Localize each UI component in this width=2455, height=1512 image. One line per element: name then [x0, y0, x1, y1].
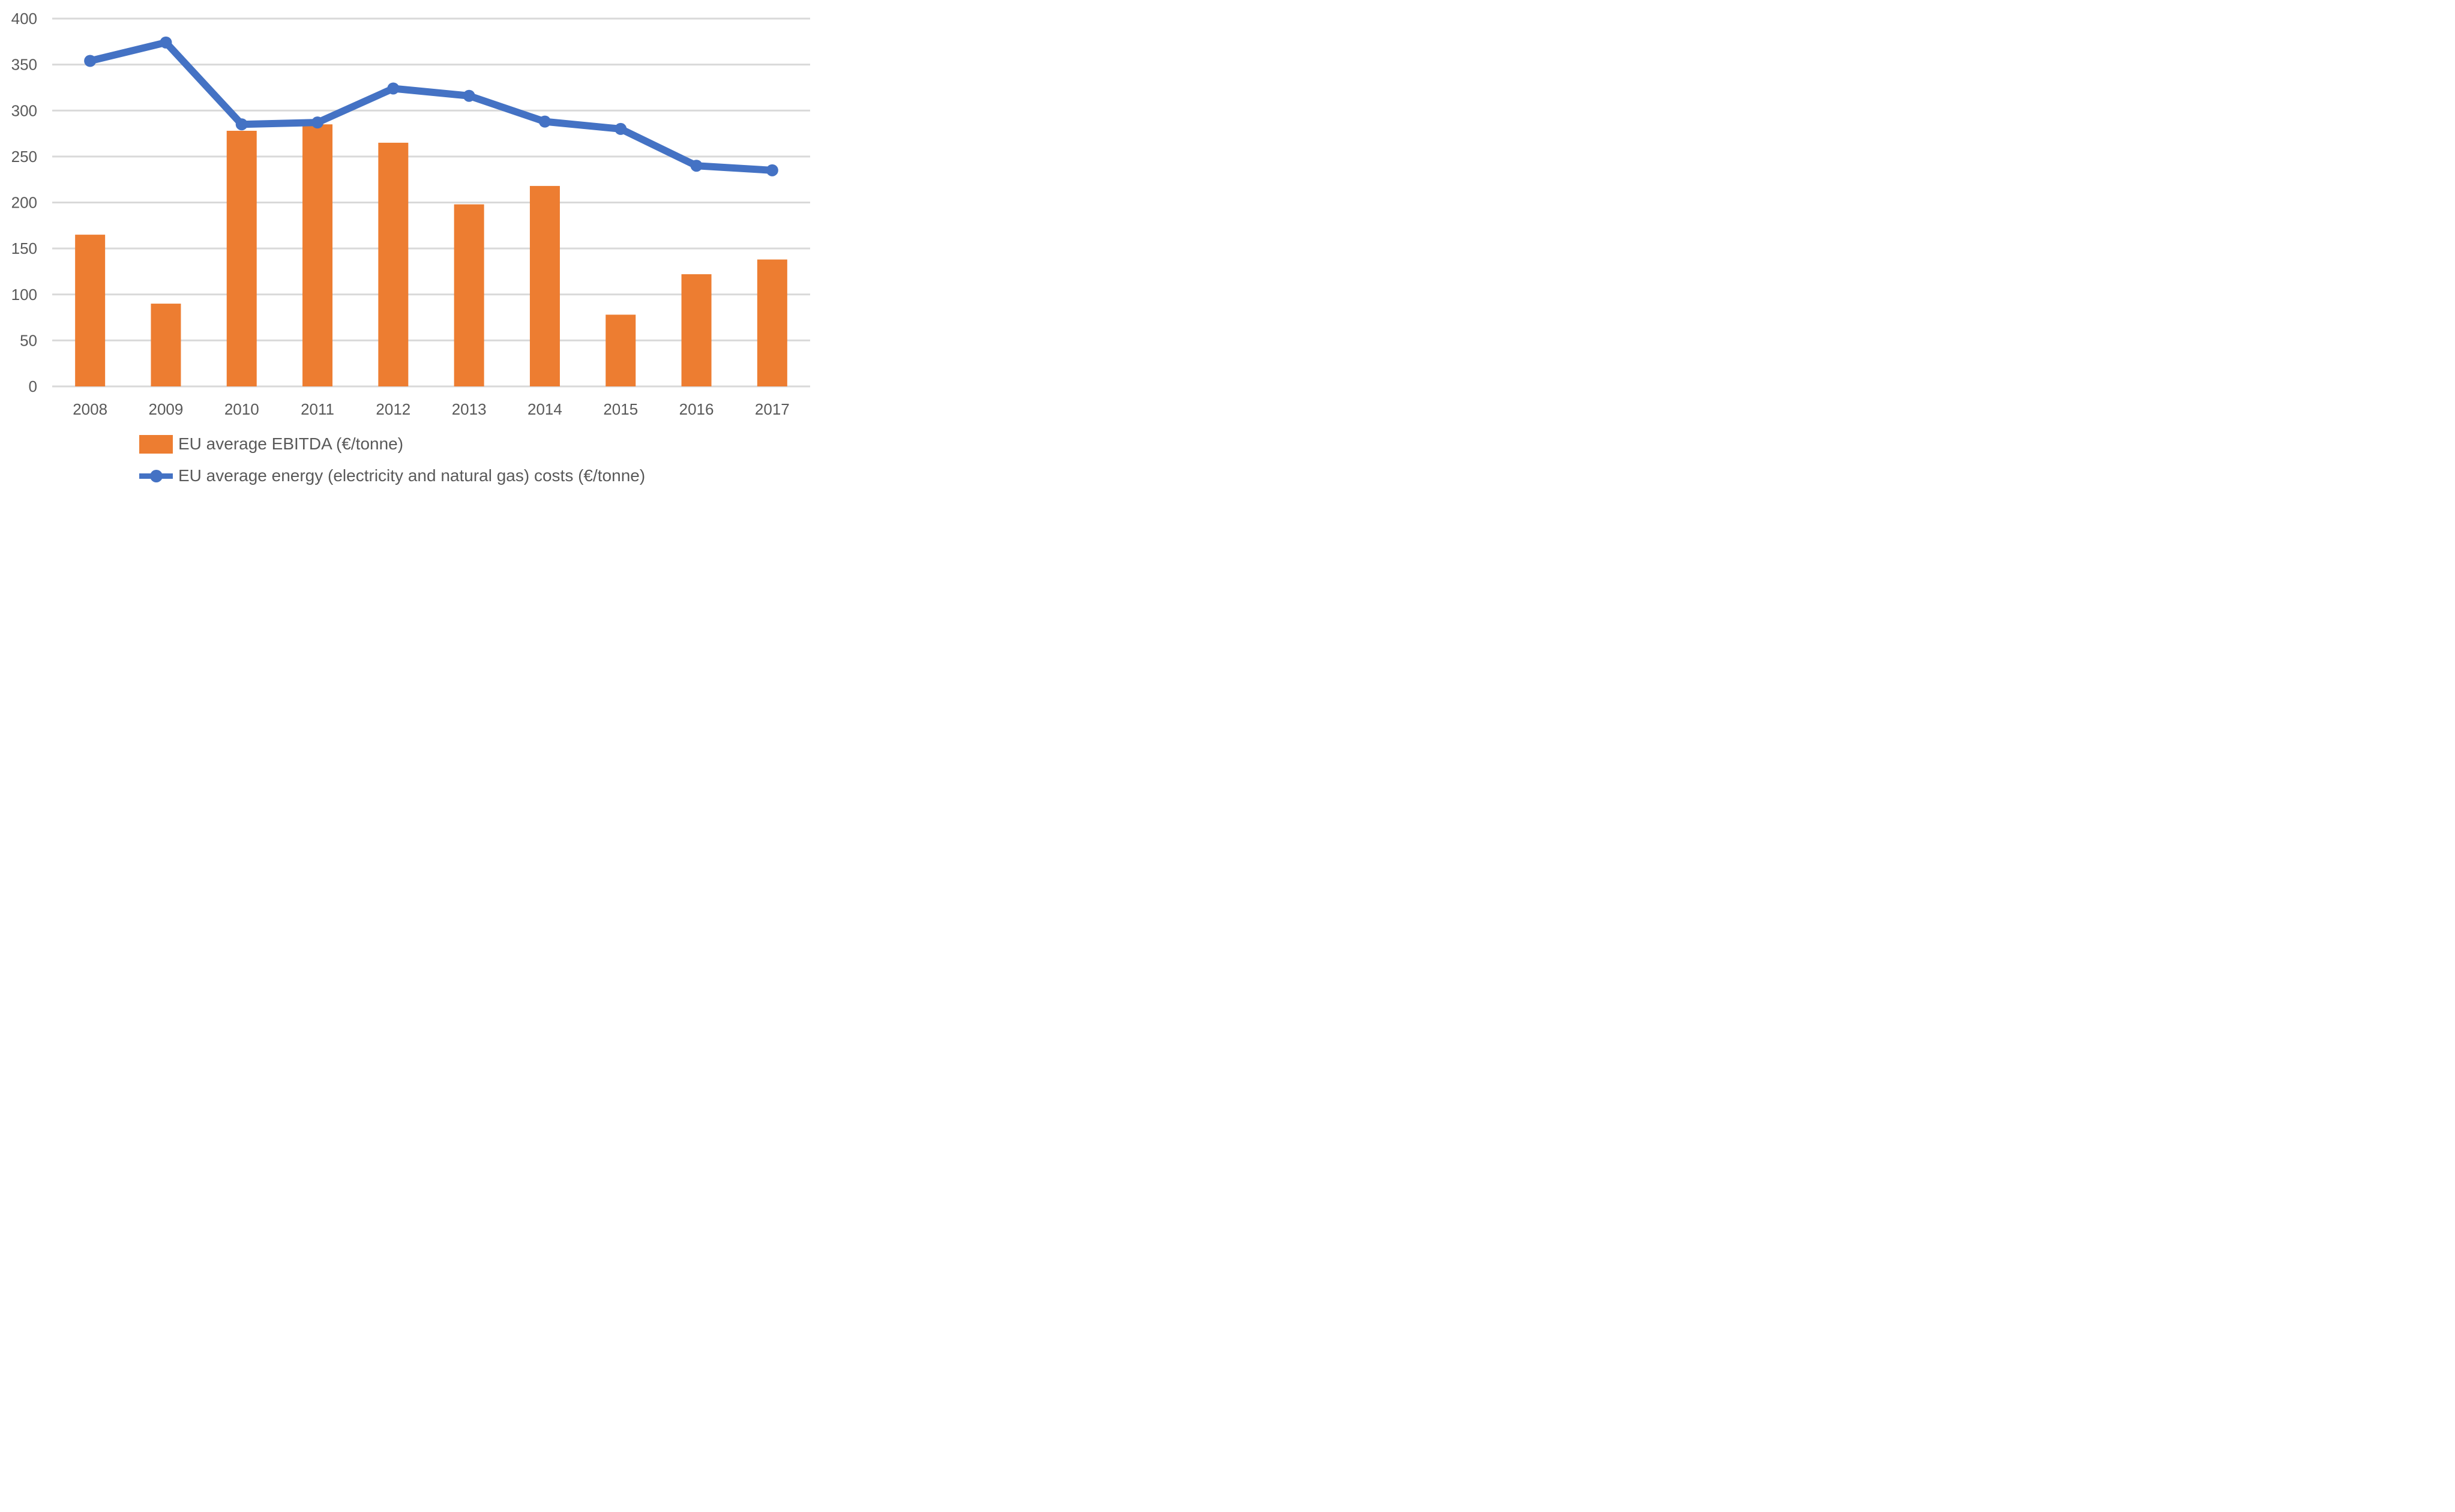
- bar-2014: [529, 185, 560, 386]
- svg-text:50: 50: [20, 331, 37, 349]
- plot-svg: 0 50 100 150 200 250 300 350 400 2008 2009 2010 201…: [11, 10, 810, 418]
- line-marker-2017: [766, 164, 778, 176]
- legend: EU average EBITDA (€/tonne) EU average e…: [139, 431, 645, 489]
- svg-text:0: 0: [29, 377, 37, 395]
- svg-text:2008: 2008: [73, 400, 107, 418]
- line-series: [84, 36, 778, 176]
- bar-2012: [378, 142, 409, 386]
- svg-text:2010: 2010: [224, 400, 259, 418]
- svg-text:2016: 2016: [679, 400, 714, 418]
- svg-text:300: 300: [11, 101, 37, 119]
- bar-2015: [605, 314, 636, 386]
- svg-text:2017: 2017: [755, 400, 790, 418]
- svg-text:2012: 2012: [376, 400, 410, 418]
- line-marker-2009: [160, 36, 172, 49]
- line-marker-2015: [615, 122, 627, 135]
- legend-label-ebitda: EU average EBITDA (€/tonne): [178, 434, 404, 453]
- chart-area: 0 50 100 150 200 250 300 350 400 2008 2009 2010 201…: [0, 0, 819, 504]
- svg-text:2015: 2015: [603, 400, 638, 418]
- bar-2017: [757, 259, 787, 386]
- bar-2016: [681, 274, 712, 386]
- x-axis-tick-labels: 2008 2009 2010 2011 2012 2013 2014 2015 2016 2017: [73, 400, 790, 418]
- line-marker-2010: [235, 118, 248, 131]
- y-axis-tick-labels: 0 50 100 150 200 250 300 350 400: [11, 10, 37, 395]
- svg-text:100: 100: [11, 286, 37, 304]
- bar-2010: [226, 130, 257, 386]
- svg-text:400: 400: [11, 10, 37, 28]
- svg-text:2014: 2014: [527, 400, 562, 418]
- svg-text:2011: 2011: [301, 400, 334, 418]
- line-marker-2008: [84, 55, 97, 67]
- bar-2011: [302, 124, 333, 387]
- line-marker-2011: [311, 116, 324, 129]
- bar-2008: [75, 235, 106, 386]
- svg-text:350: 350: [11, 56, 37, 74]
- svg-text:2013: 2013: [452, 400, 487, 418]
- legend-label-energy-costs: EU average energy (electricity and natur…: [178, 466, 646, 485]
- line-series-marker-icon: [139, 467, 173, 485]
- bar-2009: [151, 304, 181, 386]
- legend-item-energy-costs: EU average energy (electricity and natur…: [139, 463, 645, 489]
- svg-text:2009: 2009: [149, 400, 184, 418]
- bar-series: [75, 124, 787, 387]
- svg-text:200: 200: [11, 194, 37, 212]
- line-marker-2014: [538, 115, 551, 128]
- line-marker-2012: [387, 82, 400, 95]
- line-marker-2016: [690, 160, 703, 172]
- svg-text:250: 250: [11, 148, 37, 166]
- bar-2013: [454, 204, 484, 386]
- svg-text:150: 150: [11, 239, 37, 257]
- bar-series-swatch-icon: [139, 434, 173, 454]
- line-marker-2013: [463, 89, 475, 102]
- legend-item-ebitda: EU average EBITDA (€/tonne): [139, 431, 645, 457]
